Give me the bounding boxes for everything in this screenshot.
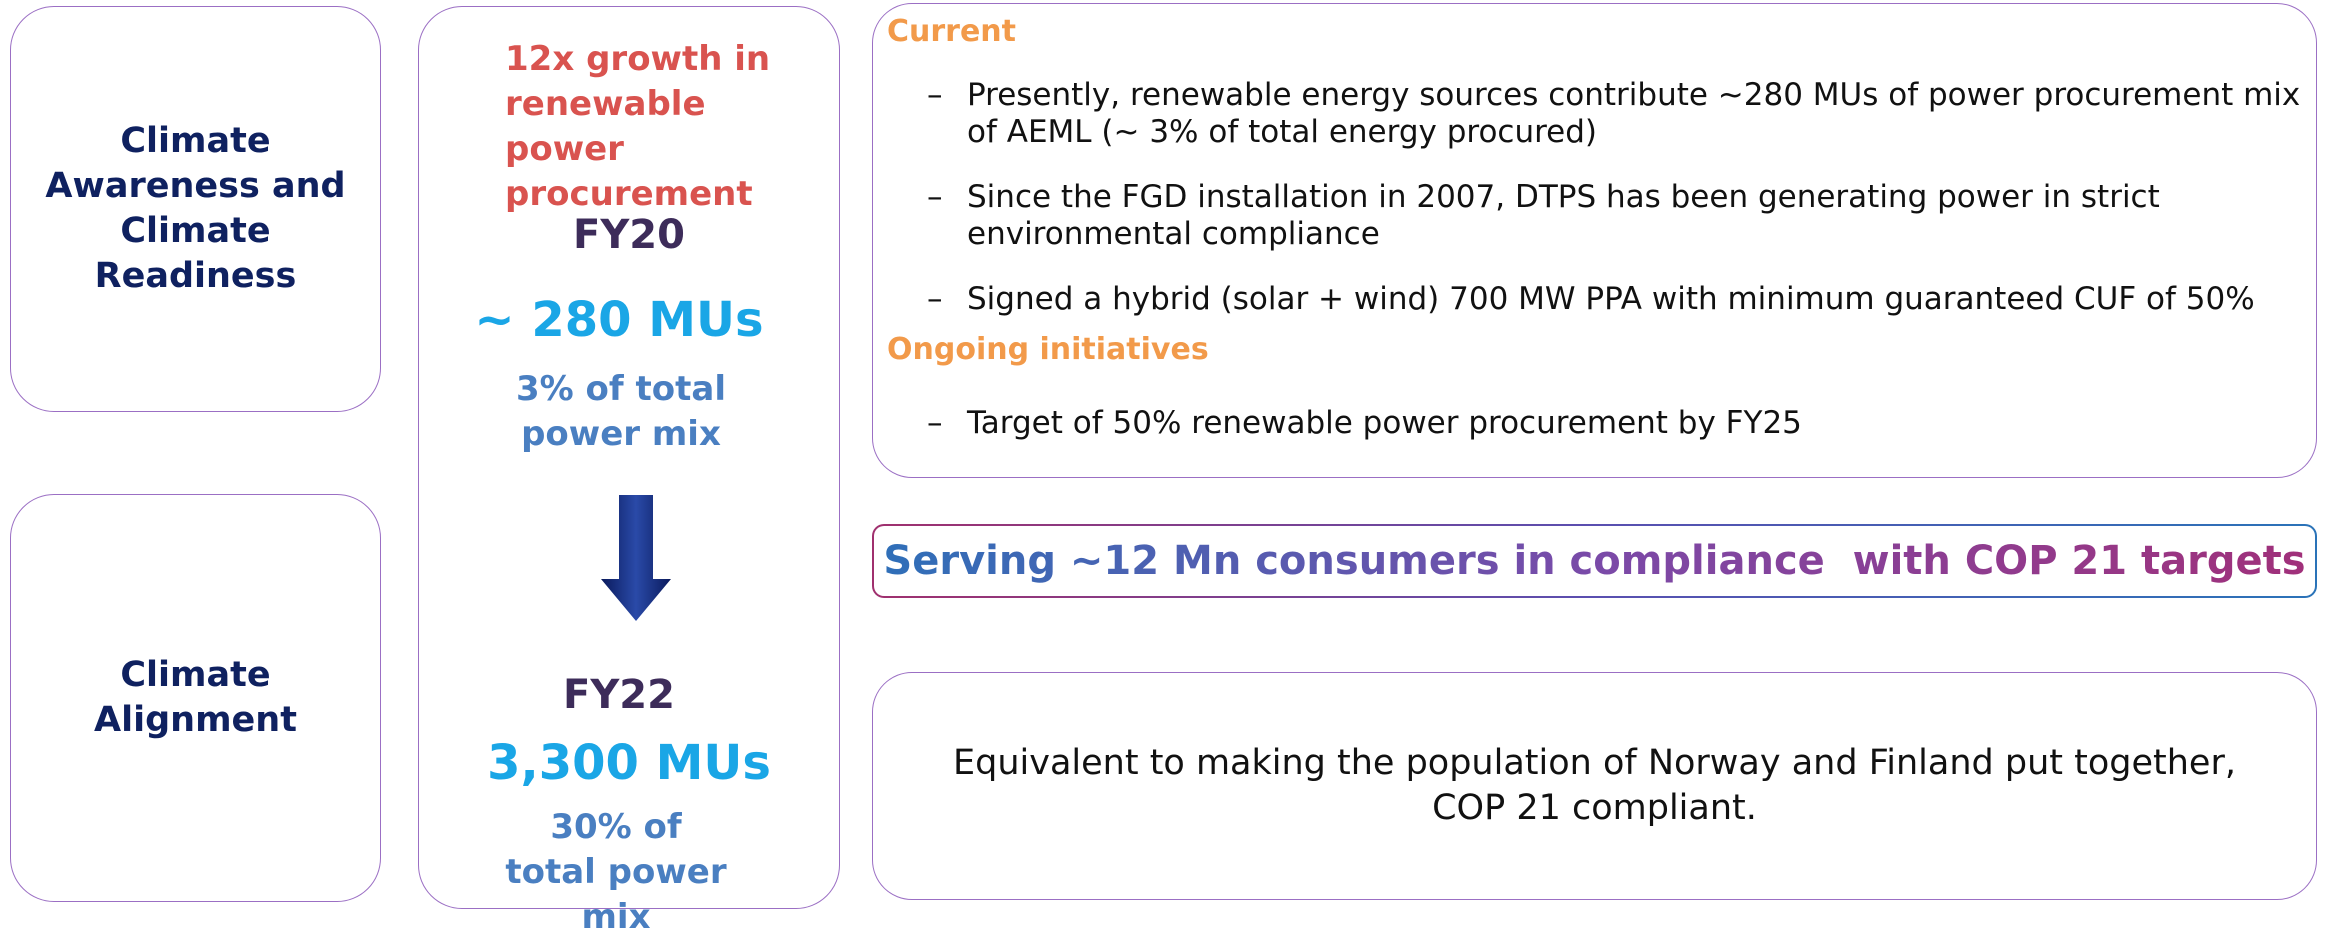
details-panel: Current Presently, renewable energy sour… xyxy=(872,3,2317,478)
section-heading: Current xyxy=(887,14,1017,49)
amount: 3,300 MUs xyxy=(487,735,771,791)
bullet-list: Target of 50% renewable power procuremen… xyxy=(887,405,2306,442)
panel-label: Climate Awareness and Climate Readiness xyxy=(45,121,346,296)
left-panel: Climate Alignment xyxy=(10,494,381,902)
share: 30% of total power mix xyxy=(505,807,727,937)
bullet: Since the FGD installation in 2007, DTPS… xyxy=(887,179,2306,253)
banner: Serving ~12 Mn consumers in compliance w… xyxy=(872,524,2317,598)
panel-label: Climate Alignment xyxy=(94,655,297,740)
page: Climate Awareness and Climate Readiness … xyxy=(0,0,2326,913)
headline: 12x growth in renewable power procuremen… xyxy=(505,39,771,214)
equivalence-text: Equivalent to making the population of N… xyxy=(953,743,2236,828)
equivalence-panel: Equivalent to making the population of N… xyxy=(872,672,2317,900)
section-heading: Ongoing initiatives xyxy=(887,332,1209,367)
left-panel: Climate Awareness and Climate Readiness xyxy=(10,6,381,412)
year: FY22 xyxy=(563,672,675,718)
bullet-list: Presently, renewable energy sources cont… xyxy=(887,77,2306,318)
arrow xyxy=(601,495,671,621)
bullet: Signed a hybrid (solar + wind) 700 MW PP… xyxy=(887,281,2306,318)
amount: ~ 280 MUs xyxy=(474,292,764,348)
growth-panel: 12x growth in renewable power procuremen… xyxy=(418,6,840,937)
share: 3% of total power mix xyxy=(515,369,726,454)
year: FY20 xyxy=(573,212,685,258)
bullet: Presently, renewable energy sources cont… xyxy=(887,77,2306,151)
bullet: Target of 50% renewable power procuremen… xyxy=(887,405,2306,442)
banner-text: Serving ~12 Mn consumers in compliance w… xyxy=(883,538,2306,584)
